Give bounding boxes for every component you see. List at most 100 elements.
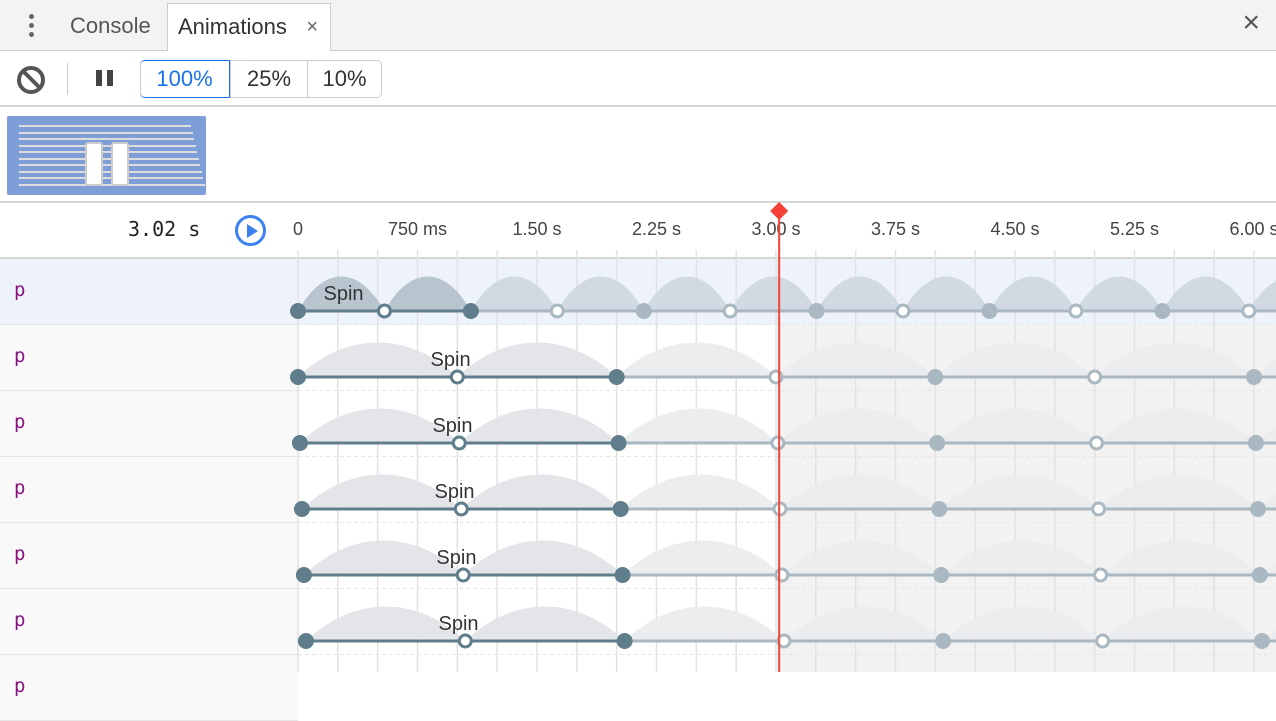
keyframe-curve bbox=[461, 474, 621, 509]
keyframe-marker bbox=[1068, 303, 1084, 319]
tab-animations[interactable]: Animations × bbox=[167, 3, 331, 51]
iteration-marker bbox=[608, 369, 625, 385]
keyframe-curve bbox=[303, 540, 464, 575]
animation-group-preview[interactable] bbox=[7, 116, 206, 195]
keyframe-curve bbox=[305, 606, 466, 641]
keyframe-marker bbox=[1095, 633, 1111, 649]
keyframe-marker bbox=[895, 303, 911, 319]
pause-all-icon[interactable] bbox=[96, 70, 116, 86]
element-name: p bbox=[14, 675, 26, 697]
toolbar: 100% 25% 10% bbox=[0, 52, 1276, 107]
thumb-line bbox=[19, 138, 194, 140]
close-tab-icon[interactable]: × bbox=[306, 16, 318, 38]
keyframe-curve bbox=[816, 276, 904, 311]
iteration-marker bbox=[295, 567, 312, 583]
keyframe-marker bbox=[449, 369, 465, 385]
keyframe-curve bbox=[1075, 276, 1163, 311]
time-tick-label: 3.00 s bbox=[751, 219, 801, 239]
keyframe-curve bbox=[989, 276, 1076, 311]
replay-icon[interactable] bbox=[235, 215, 266, 246]
keyframe-curve bbox=[298, 276, 385, 311]
animation-groups bbox=[0, 107, 1276, 203]
keyframe-curve bbox=[1162, 276, 1249, 311]
tab-label: Animations bbox=[178, 14, 287, 39]
keyframe-marker bbox=[776, 633, 792, 649]
keyframe-curve bbox=[557, 276, 644, 311]
keyframe-curve bbox=[1248, 280, 1276, 311]
keyframe-marker bbox=[1241, 303, 1257, 319]
time-tick-label: 0 bbox=[292, 219, 304, 239]
animation-row-target[interactable]: p bbox=[0, 523, 298, 589]
speed-25-button[interactable]: 25% bbox=[230, 61, 307, 97]
keyframe-marker bbox=[453, 501, 469, 517]
keyframe-curve bbox=[301, 474, 462, 509]
time-tick-label: 4.50 s bbox=[990, 219, 1040, 239]
keyframe-curve bbox=[1102, 606, 1262, 641]
clear-all-icon[interactable] bbox=[17, 66, 45, 94]
iteration-marker bbox=[927, 369, 944, 385]
animation-row-target[interactable]: p bbox=[0, 325, 298, 391]
time-tick-label: 1.50 s bbox=[512, 219, 562, 239]
speed-10-button[interactable]: 10% bbox=[307, 61, 381, 97]
timeline-canvas[interactable]: SpinSpinSpinSpinSpinSpinSpin bbox=[0, 0, 1276, 672]
keyframe-curve bbox=[463, 540, 623, 575]
tab-console[interactable]: Console bbox=[70, 13, 151, 38]
keyframe-marker bbox=[457, 633, 473, 649]
animation-row-target[interactable]: p bbox=[0, 259, 298, 325]
keyframe-curve bbox=[775, 342, 936, 377]
more-options-icon[interactable] bbox=[24, 12, 38, 40]
keyframe-curve bbox=[465, 606, 625, 641]
iteration-marker bbox=[291, 435, 308, 451]
iteration-marker bbox=[1154, 303, 1171, 319]
iteration-marker bbox=[808, 303, 825, 319]
close-drawer-button[interactable]: × bbox=[1242, 6, 1260, 39]
animation-row-target[interactable]: p bbox=[0, 457, 298, 523]
thumb-line bbox=[19, 164, 200, 166]
timeline-header: 3.02 s 0 750 ms 1.50 s 2.25 s 3.00 s 3.75 s 4.… bbox=[0, 205, 1276, 259]
keyframe-curve bbox=[777, 408, 938, 443]
keyframe-curve bbox=[457, 342, 617, 377]
time-tick-label: 6.00 s bbox=[1229, 219, 1276, 239]
time-tick-label: 3.75 s bbox=[870, 219, 921, 239]
keyframe-curve bbox=[1100, 540, 1260, 575]
thumb-line bbox=[19, 144, 196, 147]
thumb-line bbox=[19, 157, 199, 160]
animation-name-label: Spin bbox=[431, 349, 471, 371]
iteration-marker bbox=[612, 501, 629, 517]
time-tick-label: 750 ms bbox=[387, 219, 447, 239]
animation-name-label: Spin bbox=[432, 415, 472, 437]
animation-row-target[interactable]: p bbox=[0, 391, 298, 457]
keyframe-marker bbox=[1091, 501, 1107, 517]
keyframe-marker bbox=[768, 369, 784, 385]
keyframe-marker bbox=[722, 303, 738, 319]
element-name: p bbox=[14, 609, 26, 631]
keyframe-curve bbox=[941, 540, 1101, 575]
iteration-marker bbox=[1245, 369, 1262, 385]
keyframe-curve bbox=[943, 606, 1103, 641]
thumb-line bbox=[19, 151, 197, 153]
iteration-marker bbox=[616, 633, 633, 649]
keyframe-curve bbox=[939, 474, 1099, 509]
element-name: p bbox=[14, 411, 26, 433]
thumb-line bbox=[19, 170, 202, 173]
element-name: p bbox=[14, 543, 26, 565]
iteration-marker bbox=[933, 567, 950, 583]
thumb-bar bbox=[85, 142, 103, 186]
animation-name-label: Spin bbox=[439, 613, 479, 635]
keyframe-curve bbox=[937, 408, 1097, 443]
iteration-marker bbox=[462, 303, 479, 319]
thumb-line bbox=[19, 131, 193, 134]
iteration-marker bbox=[635, 303, 652, 319]
speed-100-button[interactable]: 100% bbox=[140, 60, 230, 98]
keyframe-curve bbox=[783, 606, 944, 641]
iteration-marker bbox=[610, 435, 627, 451]
divider bbox=[67, 63, 68, 95]
keyframe-curve bbox=[298, 342, 458, 377]
playhead-handle[interactable] bbox=[770, 202, 789, 220]
time-tick-label: 2.25 s bbox=[631, 219, 682, 239]
animation-row-target[interactable]: p bbox=[0, 589, 298, 655]
keyframe-marker bbox=[1089, 435, 1105, 451]
keyframe-curve bbox=[624, 606, 784, 641]
iteration-marker bbox=[929, 435, 946, 451]
keyframe-curve bbox=[643, 276, 731, 311]
